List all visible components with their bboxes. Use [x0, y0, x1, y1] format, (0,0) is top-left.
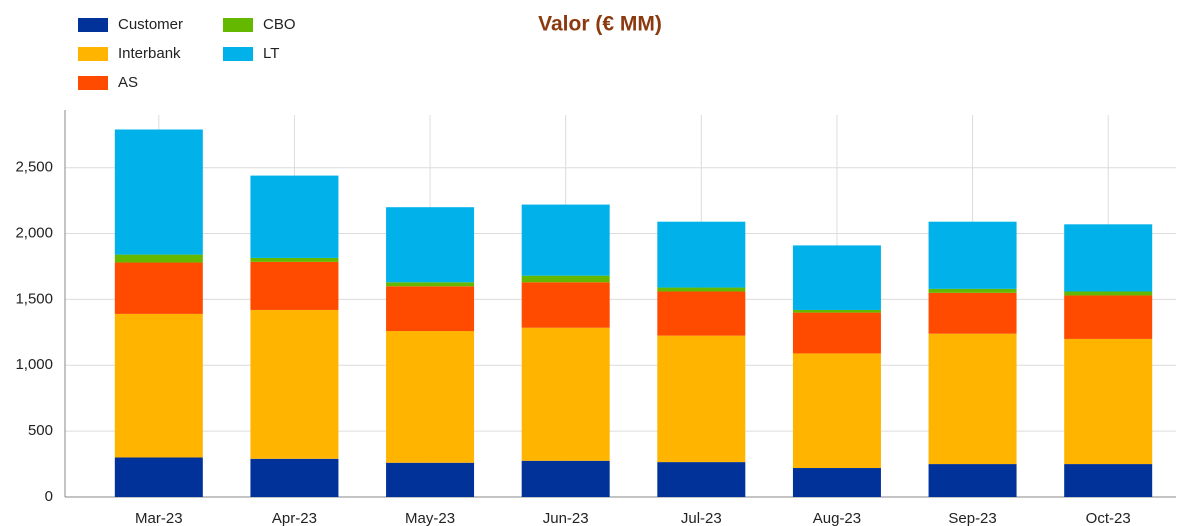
- legend-label: Interbank: [118, 45, 181, 62]
- x-tick-label: Oct-23: [1086, 510, 1131, 526]
- y-tick-label: 1,500: [15, 290, 53, 307]
- bar-segment: [928, 288, 1017, 293]
- legend-swatch: [223, 18, 253, 32]
- bar-segment: [1064, 338, 1153, 465]
- legend-swatch: [78, 18, 108, 32]
- y-tick-label: 2,000: [15, 225, 53, 242]
- bar-segment: [250, 257, 339, 262]
- y-tick-label: 1,000: [15, 356, 53, 373]
- bar-segment: [657, 462, 746, 497]
- bar-segment: [928, 292, 1017, 334]
- bar-segment: [250, 458, 339, 497]
- bar-segment: [386, 286, 475, 332]
- bar-segment: [521, 275, 610, 283]
- bar-segment: [792, 245, 881, 310]
- bar-segment: [521, 204, 610, 276]
- legend-swatch: [223, 47, 253, 61]
- bar-segment: [114, 129, 203, 255]
- bar-segment: [114, 457, 203, 497]
- legend-label: Customer: [118, 16, 183, 33]
- bar-segment: [657, 335, 746, 463]
- bar-segment: [250, 175, 339, 258]
- y-tick-label: 2,500: [15, 159, 53, 176]
- bar-segment: [1064, 224, 1153, 292]
- x-tick-label: Apr-23: [272, 510, 317, 526]
- x-tick-label: Sep-23: [948, 510, 996, 526]
- bar-segment: [928, 333, 1017, 465]
- bar-segment: [386, 331, 475, 463]
- legend-label: AS: [118, 74, 138, 91]
- bar-segment: [1064, 464, 1153, 497]
- bar-segment: [792, 312, 881, 354]
- legend-label: LT: [263, 45, 279, 62]
- bar-segment: [521, 460, 610, 497]
- bar-segment: [386, 207, 475, 283]
- bar-segment: [792, 353, 881, 469]
- x-tick-label: Mar-23: [135, 510, 183, 526]
- legend-swatch: [78, 47, 108, 61]
- legend-swatch: [78, 76, 108, 90]
- chart-title: Valor (€ MM): [538, 13, 662, 36]
- bar-segment: [386, 282, 475, 287]
- legend-label: CBO: [263, 16, 296, 33]
- bar-segment: [250, 309, 339, 459]
- bar-segment: [1064, 295, 1153, 339]
- bar-segment: [928, 464, 1017, 497]
- bar-segment: [657, 287, 746, 292]
- y-tick-label: 500: [28, 422, 53, 439]
- bar-segment: [928, 221, 1017, 289]
- bar-segment: [521, 327, 610, 461]
- bar-segment: [114, 313, 203, 458]
- x-tick-label: Jun-23: [543, 510, 589, 526]
- bar-segment: [792, 309, 881, 313]
- bar-segment: [250, 261, 339, 310]
- bar-segment: [792, 468, 881, 497]
- bar-segment: [657, 291, 746, 336]
- x-tick-label: Jul-23: [681, 510, 722, 526]
- bar-segment: [1064, 291, 1153, 296]
- bar-segment: [521, 282, 610, 328]
- bar-segment: [386, 462, 475, 497]
- bar-segment: [114, 254, 203, 263]
- x-tick-label: Aug-23: [813, 510, 861, 526]
- bar-segment: [657, 221, 746, 288]
- bar-segment: [114, 262, 203, 314]
- x-tick-label: May-23: [405, 510, 455, 526]
- y-tick-label: 0: [45, 488, 53, 505]
